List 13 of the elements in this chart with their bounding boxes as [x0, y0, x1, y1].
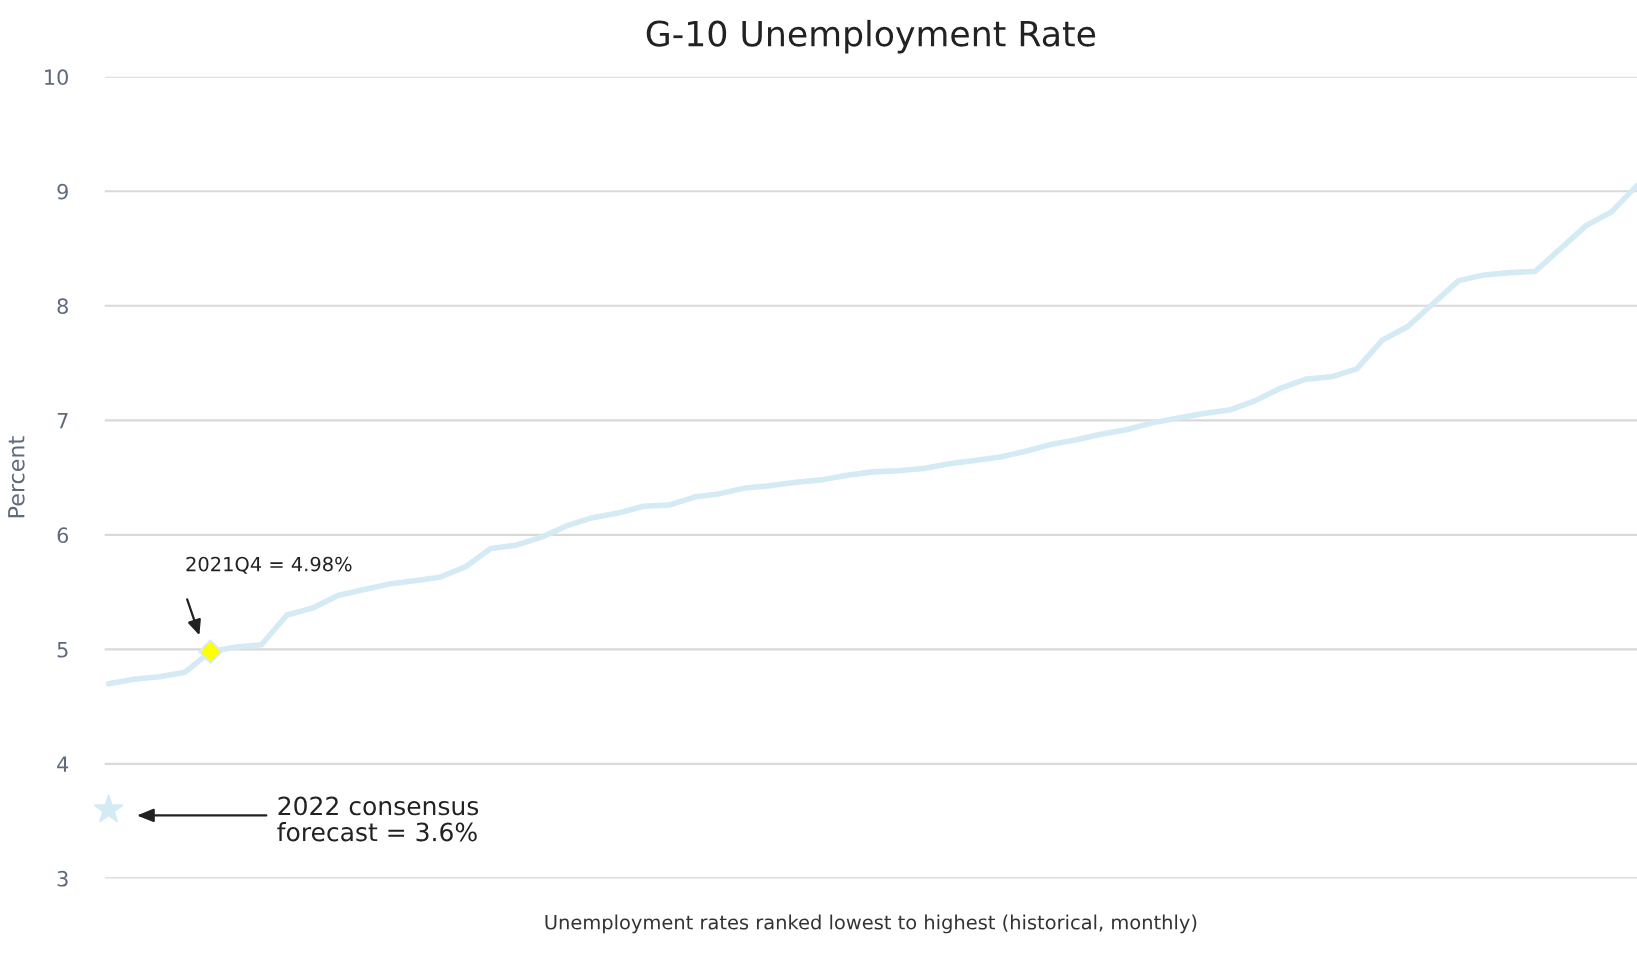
y-tick-label: 8: [57, 298, 68, 315]
y-tick-label: 10: [45, 69, 68, 86]
y-tick-label: 6: [57, 527, 69, 544]
y-tick-label: 4: [57, 756, 69, 772]
y-tick-label: 9: [57, 183, 68, 200]
chart-title: G-10 Unemployment Rate: [646, 19, 1096, 54]
annotation: 2021Q4 = 4.98%: [186, 556, 352, 574]
y-tick-label: 3: [57, 870, 68, 887]
x-axis-title: Unemployment rates ranked lowest to highest (historical, monthly): [545, 914, 1197, 934]
y-axis-title: Percent: [8, 436, 25, 518]
y-tick-label: 5: [57, 642, 68, 658]
y-tick-label: 7: [57, 413, 68, 429]
annotation: 2022 consensus forecast = 3.6%: [277, 796, 479, 842]
